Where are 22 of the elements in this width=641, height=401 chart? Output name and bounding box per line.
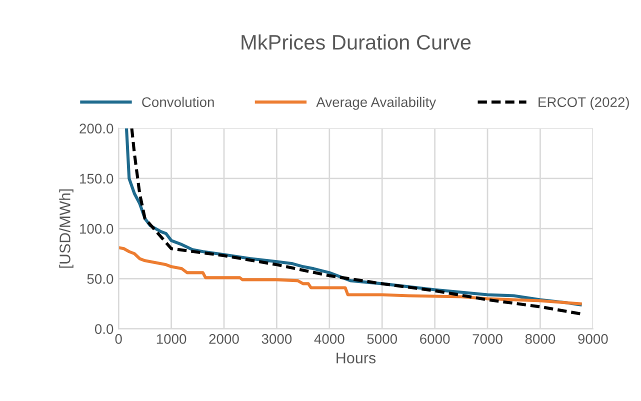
y-tick-label: 100.0 (80, 224, 114, 234)
y-tick-label: 200.0 (80, 124, 114, 134)
x-axis-title: Hours (336, 352, 376, 364)
legend-label: Average Availability (316, 96, 436, 110)
chart-title: MkPrices Duration Curve (242, 34, 471, 50)
x-tick-label: 2000 (209, 334, 239, 344)
x-tick-label: 5000 (367, 334, 398, 344)
y-tick-label: 150.0 (80, 174, 114, 184)
x-tick-label: 9000 (578, 334, 608, 344)
y-axis-title: [USD/MWh] (59, 189, 74, 268)
x-tick-label: 6000 (420, 334, 450, 344)
y-tick-label: 0.0 (94, 324, 114, 334)
line-series (118, 246, 582, 306)
x-tick-label: 1000 (156, 334, 186, 344)
x-tick-label: 8000 (525, 334, 556, 344)
x-tick-label: 7000 (472, 334, 502, 344)
y-tick-label: 50.0 (87, 274, 114, 284)
x-tick-label: 3000 (262, 334, 292, 344)
x-tick-label: 4000 (314, 334, 344, 344)
x-tick-label: 0 (115, 334, 122, 344)
legend-label: Convolution (142, 96, 214, 108)
legend-label: ERCOT (2022) (538, 96, 629, 110)
